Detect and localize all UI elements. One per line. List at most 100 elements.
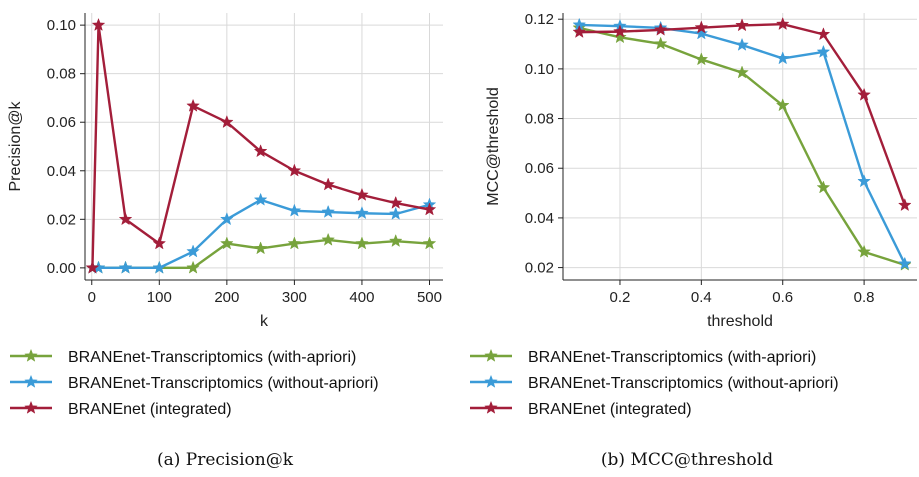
charta-y-tick-label: 0.02 xyxy=(47,211,76,228)
charta-x-tick-label: 0 xyxy=(88,289,96,306)
chartb-legend-label: BRANEnet (integrated) xyxy=(528,401,692,418)
charta-y-tick-label: 0.04 xyxy=(47,163,76,180)
charta-data-point xyxy=(355,206,369,220)
charta-data-point xyxy=(287,203,302,217)
charta-data-point xyxy=(388,233,403,247)
charta-legend-label: BRANEnet (integrated) xyxy=(68,401,232,418)
charta-data-point xyxy=(355,236,369,250)
charta-x-tick-label: 100 xyxy=(147,289,172,306)
charta-data-point xyxy=(219,236,234,250)
charta-data-point xyxy=(152,236,167,250)
chartb-y-tick-label: 0.08 xyxy=(525,111,554,128)
charta-data-point xyxy=(355,187,369,201)
chartb-data-point xyxy=(775,16,790,31)
charta-data-point xyxy=(422,236,437,250)
charta-series-line xyxy=(92,198,430,270)
charta-data-point xyxy=(388,195,403,209)
charta-data-point xyxy=(91,17,106,31)
chartb-data-point xyxy=(857,87,871,101)
chartb-series-with-apriori xyxy=(572,20,912,271)
chartb-series-line xyxy=(579,22,906,206)
chartb-y-tick-label: 0.06 xyxy=(525,160,554,177)
charta-data-point xyxy=(321,177,336,191)
chartb-legend-swatch-marker xyxy=(484,400,498,414)
chartb-x-tick-label: 0.2 xyxy=(610,289,631,306)
chartb-legend-item: BRANEnet (integrated) xyxy=(470,400,692,418)
charta-data-point xyxy=(422,202,437,216)
charta-data-point xyxy=(321,204,336,218)
charta-legend-swatch-marker xyxy=(24,348,38,362)
charta-legend-item: BRANEnet-Transcriptomics (with-apriori) xyxy=(10,348,356,366)
chartb-data-point xyxy=(857,174,871,188)
chartb-legend-label: BRANEnet-Transcriptomics (without-aprior… xyxy=(528,375,839,392)
chartb-data-point xyxy=(653,22,668,36)
charta-y-tick-label: 0.06 xyxy=(47,114,76,131)
charta-x-tick-label: 400 xyxy=(349,289,374,306)
chart-precision-at-k: 0 100 200 300 400 500 0.00 0.02 0.04 0.06 0.08 0.10… xyxy=(7,13,443,418)
charta-data-point xyxy=(253,241,268,255)
charta-data-point xyxy=(118,260,133,274)
chartb-data-point xyxy=(857,244,871,258)
charta-x-axis-title: k xyxy=(260,313,269,330)
charta-series-without-apriori xyxy=(85,192,437,274)
chartb-data-point xyxy=(613,24,627,38)
charta-legend-label: BRANEnet-Transcriptomics (with-apriori) xyxy=(68,349,356,366)
chartb-data-point xyxy=(735,65,749,79)
chartb-y-tick-label: 0.04 xyxy=(525,210,554,227)
chartb-x-axis-title: threshold xyxy=(707,313,773,330)
charta-y-tick-label: 0.10 xyxy=(47,17,76,34)
chartb-data-point xyxy=(694,26,709,40)
charta-data-point xyxy=(152,260,167,274)
chartb-data-point xyxy=(897,198,912,212)
charta-legend-label: BRANEnet-Transcriptomics (without-aprior… xyxy=(68,375,379,392)
chartb-legend-item: BRANEnet-Transcriptomics (without-aprior… xyxy=(470,374,839,392)
caption-a: (a) Precision@k xyxy=(157,450,294,470)
chartb-series-line xyxy=(579,26,906,266)
charta-data-point xyxy=(253,192,268,206)
charta-series-line xyxy=(91,23,430,268)
charta-data-point xyxy=(118,212,133,226)
chartb-y-tick-label: 0.02 xyxy=(525,260,554,277)
chartb-data-point xyxy=(613,30,627,44)
charta-data-point xyxy=(253,144,268,158)
chartb-y-tick-label: 0.12 xyxy=(525,11,554,28)
chartb-y-tick-label: 0.10 xyxy=(525,61,554,78)
chartb-data-point xyxy=(735,18,749,32)
charta-data-point xyxy=(219,212,234,226)
chartb-x-tick-label: 0.6 xyxy=(772,289,793,306)
chartb-legend-label: BRANEnet-Transcriptomics (with-apriori) xyxy=(528,349,816,366)
chartb-data-point xyxy=(897,256,912,270)
chartb-data-point xyxy=(775,51,790,65)
caption-b: (b) MCC@threshold xyxy=(601,450,773,470)
charta-y-tick-label: 0.08 xyxy=(47,66,76,83)
charta-legend-item: BRANEnet-Transcriptomics (without-aprior… xyxy=(10,374,379,392)
charta-data-point xyxy=(388,206,403,220)
charta-y-tick-label: 0.00 xyxy=(47,260,76,277)
charta-y-axis-title: Precision@k xyxy=(7,100,24,191)
charta-data-point xyxy=(186,244,200,258)
chartb-data-point xyxy=(775,98,790,112)
charta-series-integrated xyxy=(85,17,437,274)
chartb-series-without-apriori xyxy=(572,17,912,270)
chartb-x-tick-label: 0.4 xyxy=(691,289,712,306)
chartb-series-integrated xyxy=(572,16,912,212)
chartb-data-point xyxy=(735,37,749,51)
charta-x-tick-label: 200 xyxy=(214,289,239,306)
chartb-legend-swatch-marker xyxy=(484,348,498,362)
chartb-legend: BRANEnet-Transcriptomics (with-apriori) B… xyxy=(470,348,839,418)
chartb-legend-item: BRANEnet-Transcriptomics (with-apriori) xyxy=(470,348,816,366)
charta-data-point xyxy=(186,260,200,274)
charta-x-tick-label: 500 xyxy=(417,289,442,306)
chartb-y-axis-title: MCC@threshold xyxy=(485,87,502,206)
chartb-data-point xyxy=(816,27,831,41)
charta-data-point xyxy=(85,260,100,274)
charta-data-point xyxy=(287,236,302,250)
charta-data-point xyxy=(287,163,302,177)
chartb-data-point xyxy=(694,20,709,34)
charta-legend: BRANEnet-Transcriptomics (with-apriori) B… xyxy=(10,348,379,418)
chartb-data-point xyxy=(816,180,831,194)
chartb-data-point xyxy=(572,24,587,38)
charta-legend-swatch-marker xyxy=(24,374,38,388)
charta-x-tick-label: 300 xyxy=(282,289,307,306)
chart-mcc-at-threshold: 0.2 0.4 0.6 0.8 0.02 0.04 0.06 0.08 0.10 0.12 thre… xyxy=(470,11,917,418)
